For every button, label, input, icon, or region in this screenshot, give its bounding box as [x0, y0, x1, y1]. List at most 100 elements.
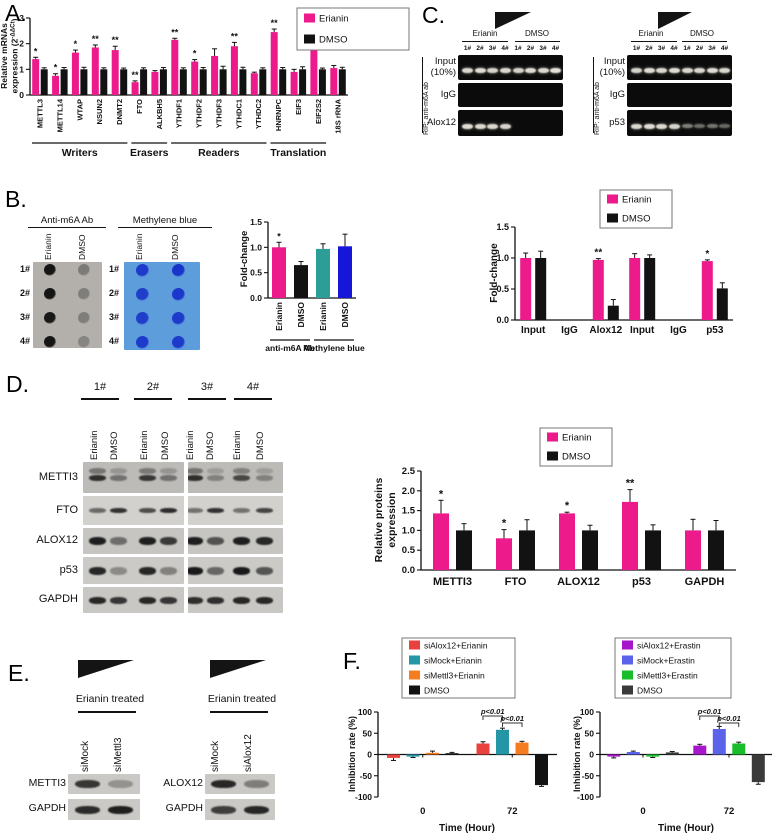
bar [131, 82, 139, 95]
bar [520, 258, 532, 320]
gel-row-label: IgG [609, 89, 625, 100]
x-tick-label: ALKBH5 [155, 99, 164, 129]
significance-star: ** [112, 35, 120, 45]
x-tick-label: IgG [561, 325, 578, 336]
group-label: Erasers [130, 147, 169, 159]
bar [111, 50, 119, 95]
wb-strip [68, 799, 140, 820]
x-tick-label: Alox12 [589, 325, 622, 336]
wb-treatment-label: Erianin [231, 430, 243, 460]
significance-star: ** [594, 248, 602, 259]
legend-swatch [622, 640, 633, 650]
dot [171, 335, 185, 349]
y-axis-label: expression (2-ΔΔCt) [10, 18, 20, 93]
x-tick-label: METTI3 [433, 576, 472, 588]
wb-band [107, 780, 133, 788]
wb-group-underline [81, 398, 119, 400]
legend-swatch [607, 213, 618, 223]
y-tick-label: 0 [589, 750, 594, 760]
legend-label: siMettl3+Erastin [637, 671, 698, 681]
gel-band [681, 68, 693, 73]
gel-lane-label: 1# [683, 45, 691, 52]
bar [52, 75, 60, 96]
gel-band [643, 124, 655, 129]
bar [716, 288, 728, 320]
legend-swatch [409, 685, 420, 695]
x-tick-label: FTO [505, 576, 527, 588]
legend-label: Erianin [319, 14, 349, 25]
x-tick-label: FTO [135, 99, 144, 114]
bar [299, 69, 307, 95]
wb-row-label: FTO [56, 503, 78, 516]
legend-swatch [622, 655, 633, 665]
bar [629, 258, 641, 320]
legend-label: DMSO [424, 686, 450, 696]
wb-row-label: GAPDH [165, 802, 203, 814]
wb-row-label: GAPDH [28, 802, 66, 814]
x-tick-label: GAPDH [685, 576, 725, 588]
wb-band [138, 537, 156, 545]
significance-star: ** [271, 18, 279, 28]
y-tick-label: 0 [19, 90, 24, 100]
gel-lane-label: 3# [657, 45, 666, 52]
significance-star: * [54, 63, 58, 73]
wb-band [188, 508, 203, 513]
wb-band [232, 566, 250, 575]
gel-row-label: Input [603, 56, 625, 67]
p-value-label: p<0.01 [499, 714, 524, 723]
group-label: Methylene blue [303, 343, 365, 353]
gel-band [525, 68, 536, 73]
gel-treatment-underline [462, 41, 508, 43]
wb-band [159, 468, 177, 474]
gel-row [627, 55, 732, 80]
wb-band [255, 475, 273, 481]
wb-row-label: METTI3 [28, 777, 66, 789]
wb-group-label: 1# [93, 381, 107, 393]
wb-band [188, 537, 203, 545]
panel-label-b: B. [5, 186, 27, 212]
gel-band [631, 68, 642, 73]
wb-group-underline [188, 398, 226, 400]
x-tick-label: 18S rRNA [334, 98, 343, 133]
dot [78, 264, 90, 276]
x-tick-label: Erianin [318, 302, 328, 331]
gel-row [458, 110, 563, 136]
wb-band [206, 475, 224, 481]
gel-lane-label: 1# [514, 45, 522, 52]
y-tick-label: 0.5 [402, 545, 416, 556]
bar [622, 501, 638, 570]
dot-blot-column-label: Erianin [133, 233, 144, 260]
panel-label-a: A. [5, 0, 27, 26]
dot-row-label: 2# [108, 288, 119, 298]
panel-label-f: F. [343, 648, 361, 674]
chart-protein-expression: 0.0 0.5 1.0 1.5 2.0 2.5 * METTI3 * FTO * ALOX12 ** p5… [373, 427, 736, 588]
bar [239, 69, 247, 95]
wb-band [255, 566, 273, 575]
x-tick-label: 0 [420, 806, 425, 817]
dot [135, 311, 149, 325]
legend-swatch [622, 670, 633, 680]
bar [445, 753, 459, 755]
gel-band [668, 68, 680, 73]
x-tick-label: DMSO [296, 302, 306, 328]
wb-strip [188, 462, 283, 493]
wb-band [138, 596, 156, 604]
bar [712, 729, 726, 755]
x-tick-label: YTHDF1 [175, 99, 184, 128]
bar [433, 513, 449, 570]
gel-treatment-label: Erianin [472, 29, 498, 38]
wb-band [159, 475, 177, 481]
dot-row-label: 3# [108, 312, 119, 322]
p-value-label: p<0.01 [716, 714, 741, 723]
x-tick-label: 72 [724, 806, 735, 817]
dot [78, 312, 90, 324]
y-tick-label: 1.0 [402, 525, 415, 536]
group-label: Writers [62, 147, 98, 159]
wb-band [88, 508, 106, 513]
legend-box [401, 637, 516, 699]
group-label: anti-m6A Ab [265, 343, 314, 353]
bar [219, 69, 227, 95]
bar [644, 258, 656, 320]
wb-band [88, 566, 106, 575]
significance-star: ** [92, 34, 100, 44]
